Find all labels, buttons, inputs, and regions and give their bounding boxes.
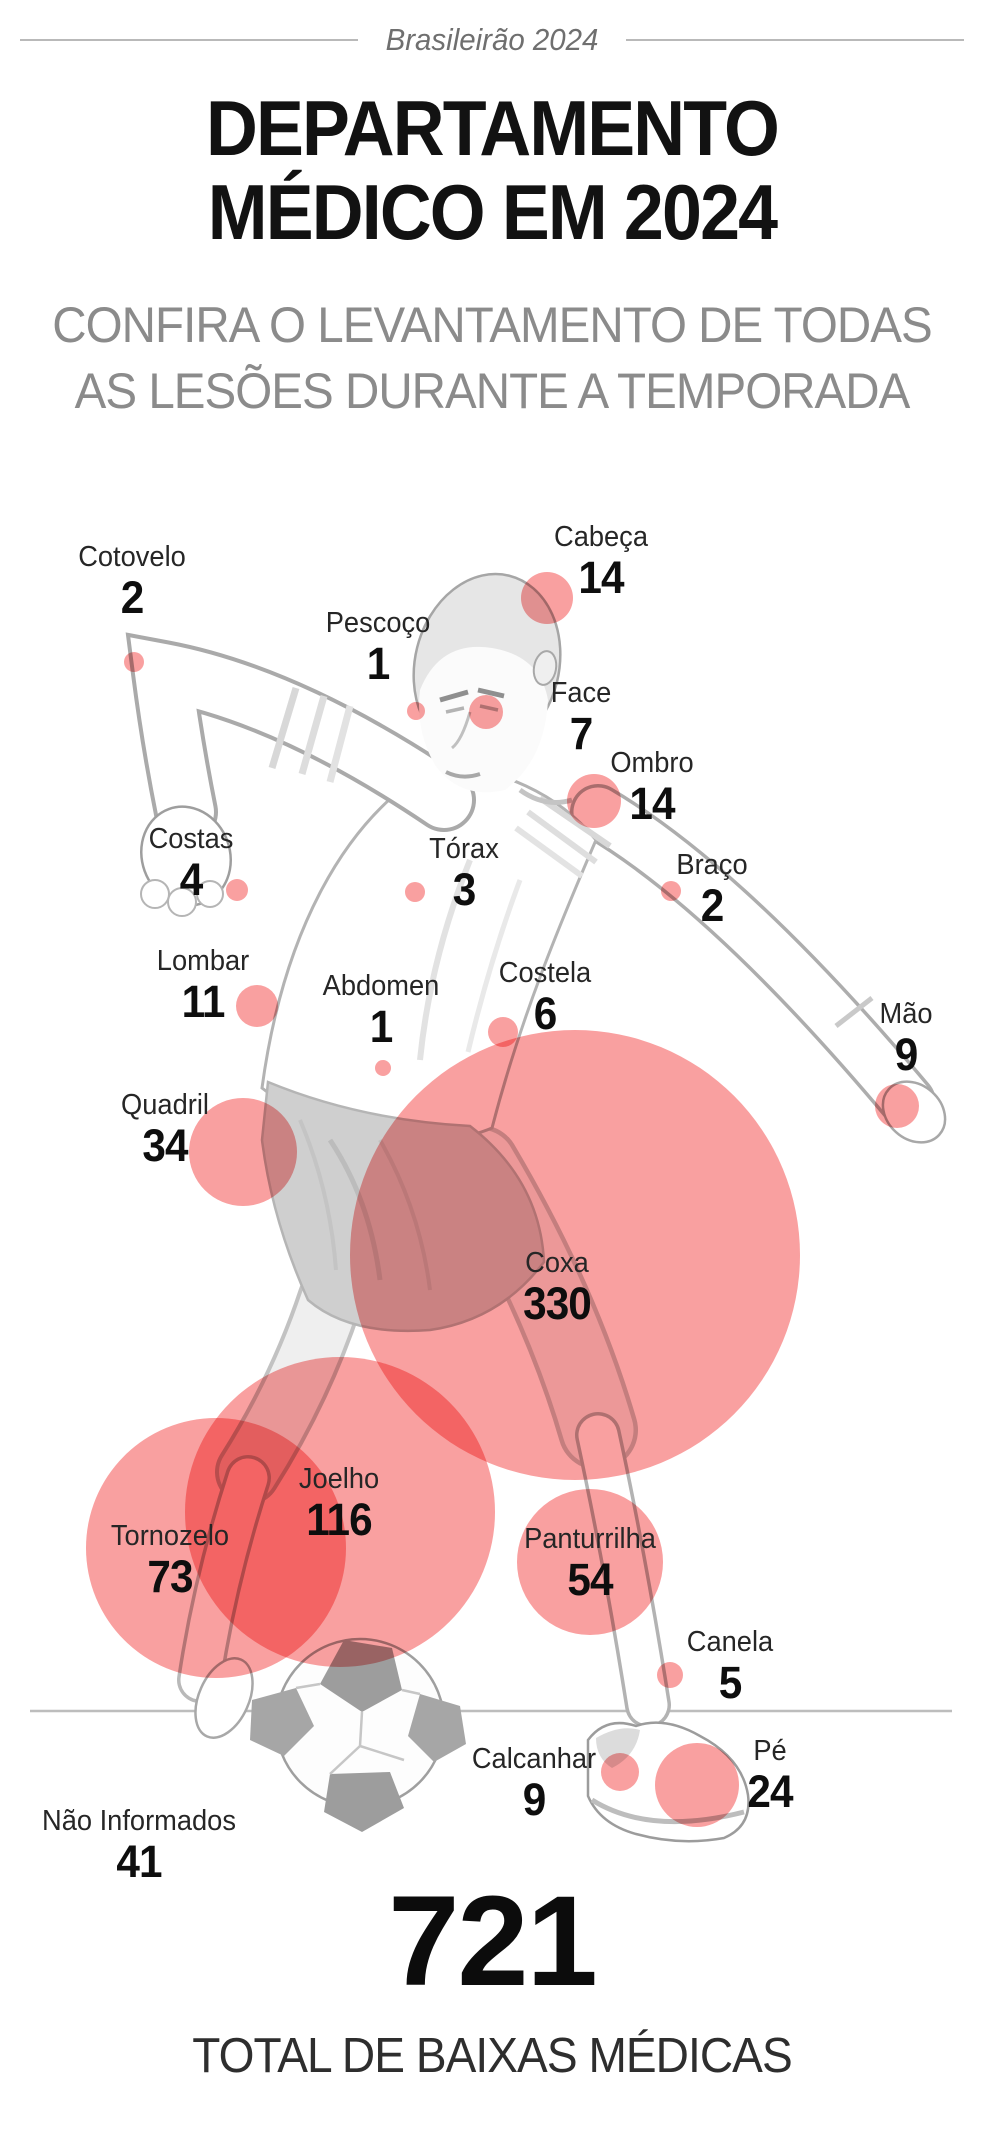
page-subtitle-line2: AS LESÕES DURANTE A TEMPORADA bbox=[74, 363, 911, 419]
injury-bubble-mao bbox=[875, 1084, 919, 1128]
injury-bubble-pescoco bbox=[407, 702, 425, 720]
injury-value-cotovelo: 2 bbox=[120, 572, 145, 623]
injury-bubble-pe bbox=[655, 1743, 739, 1827]
injury-label-lombar: Lombar 11 bbox=[157, 944, 249, 1025]
injury-value-tornozelo: 73 bbox=[147, 1551, 193, 1602]
injury-label-torax: Tórax 3 bbox=[429, 832, 499, 913]
kicker-row: Brasileirão 2024 bbox=[0, 22, 984, 58]
injury-label-calcanhar: Calcanhar 9 bbox=[472, 1742, 596, 1823]
injury-name-calcanhar: Calcanhar bbox=[471, 1743, 597, 1775]
kicker-rule-right bbox=[626, 39, 964, 41]
page-title-line2: MÉDICO EM 2024 bbox=[207, 168, 778, 256]
injury-name-canela: Canela bbox=[686, 1626, 774, 1658]
injury-label-ombro: Ombro 14 bbox=[610, 746, 693, 827]
injury-value-coxa: 330 bbox=[523, 1278, 592, 1329]
injury-name-cabeca: Cabeça bbox=[554, 521, 648, 553]
player-raised-arm bbox=[125, 632, 476, 917]
injury-name-quadril: Quadril bbox=[121, 1089, 209, 1121]
injury-label-joelho: Joelho 116 bbox=[299, 1462, 379, 1543]
injury-label-costas: Costas 4 bbox=[149, 822, 234, 903]
player-head bbox=[412, 572, 562, 793]
injury-name-ombro: Ombro bbox=[610, 747, 694, 779]
total-value: 721 bbox=[388, 1870, 598, 2013]
injury-name-coxa: Coxa bbox=[525, 1247, 589, 1279]
kicker-text: Brasileirão 2024 bbox=[385, 22, 599, 57]
injury-label-braco: Braço 2 bbox=[676, 848, 747, 929]
injury-name-face: Face bbox=[550, 677, 612, 709]
page-subtitle: CONFIRA O LEVANTAMENTO DE TODAS AS LESÕE… bbox=[25, 292, 960, 424]
injury-name-cotovelo: Cotovelo bbox=[78, 541, 186, 573]
injury-label-cotovelo: Cotovelo 2 bbox=[78, 540, 186, 621]
injury-label-pe: Pé 24 bbox=[747, 1734, 793, 1817]
injury-bubble-lombar bbox=[236, 985, 278, 1027]
injury-bubble-braco bbox=[661, 881, 681, 901]
injury-label-costela: Costela 6 bbox=[499, 956, 591, 1037]
injury-label-mao: Mão 9 bbox=[879, 997, 932, 1078]
injury-label-coxa: Coxa 330 bbox=[523, 1246, 592, 1329]
injury-value-joelho: 116 bbox=[306, 1494, 372, 1545]
injury-bubble-face bbox=[469, 695, 503, 729]
injury-bubble-quadril bbox=[189, 1098, 297, 1206]
injury-name-torax: Tórax bbox=[429, 833, 499, 865]
injury-name-lombar: Lombar bbox=[156, 945, 250, 977]
injury-value-costela: 6 bbox=[533, 988, 558, 1039]
injury-name-joelho: Joelho bbox=[298, 1463, 380, 1495]
injury-label-panturrilha: Panturrilha 54 bbox=[524, 1522, 656, 1603]
injury-name-pescoco: Pescoço bbox=[325, 607, 431, 639]
injury-name-costela: Costela bbox=[498, 957, 592, 989]
total-label: TOTAL DE BAIXAS MÉDICAS bbox=[192, 2029, 792, 2083]
injury-value-ombro: 14 bbox=[629, 778, 675, 829]
injury-bubble-costas bbox=[226, 879, 248, 901]
injury-name-abdomen: Abdomen bbox=[322, 970, 440, 1002]
injury-label-quadril: Quadril 34 bbox=[121, 1088, 209, 1169]
injury-name-costas: Costas bbox=[148, 823, 234, 855]
injury-label-canela: Canela 5 bbox=[687, 1625, 773, 1706]
injury-label-cabeca: Cabeça 14 bbox=[554, 520, 648, 601]
injury-name-nao-informados: Não Informados bbox=[42, 1805, 236, 1837]
injury-name-panturrilha: Panturrilha bbox=[524, 1523, 656, 1555]
injury-value-calcanhar: 9 bbox=[522, 1774, 547, 1825]
injury-value-canela: 5 bbox=[718, 1657, 743, 1708]
injury-value-abdomen: 1 bbox=[369, 1001, 394, 1052]
injury-bubble-canela bbox=[657, 1662, 683, 1688]
injury-label-nao-informados: Não Informados 41 bbox=[42, 1804, 236, 1885]
page-title: DEPARTAMENTO MÉDICO EM 2024 bbox=[39, 86, 944, 254]
injury-bubble-torax bbox=[405, 882, 425, 902]
injury-value-quadril: 34 bbox=[142, 1120, 188, 1171]
injury-bubble-abdomen bbox=[375, 1060, 391, 1076]
injury-name-braco: Braço bbox=[676, 849, 748, 881]
injury-name-mao: Mão bbox=[879, 998, 933, 1030]
page-subtitle-line1: CONFIRA O LEVANTAMENTO DE TODAS bbox=[52, 297, 932, 353]
kicker-rule-left bbox=[20, 39, 358, 41]
page-title-line1: DEPARTAMENTO bbox=[206, 84, 780, 172]
injury-value-face: 7 bbox=[569, 708, 594, 759]
injury-bubble-cotovelo bbox=[124, 652, 144, 672]
injury-label-abdomen: Abdomen 1 bbox=[323, 969, 440, 1050]
injury-value-torax: 3 bbox=[452, 864, 477, 915]
injury-name-tornozelo: Tornozelo bbox=[110, 1520, 230, 1552]
injury-value-costas: 4 bbox=[179, 854, 204, 905]
injury-label-face: Face 7 bbox=[551, 676, 612, 757]
injury-value-braco: 2 bbox=[700, 880, 725, 931]
injury-label-tornozelo: Tornozelo 73 bbox=[111, 1519, 229, 1600]
injury-name-pe: Pé bbox=[753, 1735, 787, 1767]
injury-bubble-panturrilha bbox=[517, 1489, 663, 1635]
injury-value-lombar: 11 bbox=[181, 976, 226, 1027]
injury-value-panturrilha: 54 bbox=[567, 1554, 613, 1605]
injury-bubble-tornozelo bbox=[86, 1418, 346, 1678]
injury-bubble-cabeca bbox=[521, 572, 573, 624]
injury-value-mao: 9 bbox=[894, 1029, 919, 1080]
injury-bubble-calcanhar bbox=[601, 1753, 639, 1791]
injury-bubble-ombro bbox=[567, 774, 621, 828]
injury-value-pe: 24 bbox=[747, 1766, 793, 1817]
soccer-ball bbox=[250, 1637, 466, 1832]
injury-value-nao-informados: 41 bbox=[116, 1836, 162, 1887]
injury-value-cabeca: 14 bbox=[578, 552, 624, 603]
injury-label-pescoco: Pescoço 1 bbox=[326, 606, 431, 687]
injury-value-pescoco: 1 bbox=[366, 638, 391, 689]
